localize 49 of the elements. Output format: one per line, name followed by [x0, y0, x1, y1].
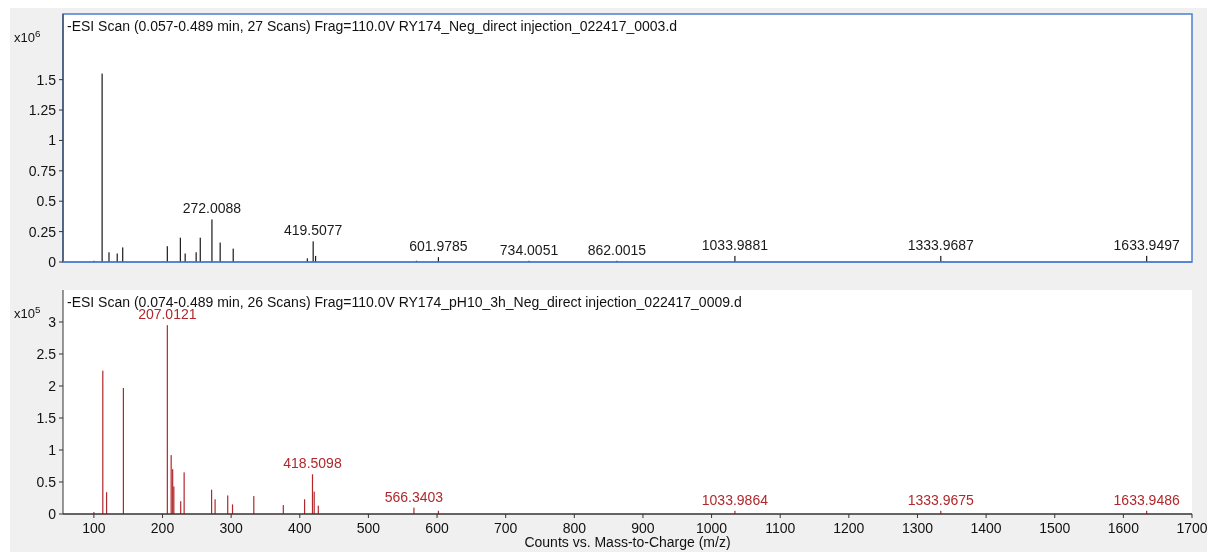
- x-tick-label: 1400: [970, 520, 1002, 536]
- x-tick-label: 1200: [833, 520, 865, 536]
- y-tick-label: 3: [48, 313, 57, 330]
- y-axis-title: x10$^{6}$: [14, 27, 41, 45]
- annotation: 1033.9881: [701, 236, 769, 253]
- y-tick-label: 0.75: [28, 162, 57, 179]
- y-tick-label: 1.5: [36, 71, 57, 88]
- annotation: 601.9785: [409, 238, 468, 255]
- x-tick-label: 600: [425, 520, 449, 536]
- x-tick-label: 400: [288, 520, 312, 536]
- y-axis-title: x10$^{5}$: [14, 303, 41, 321]
- x-tick-label: 200: [150, 520, 175, 536]
- y-tick-label: 0.25: [28, 223, 57, 240]
- y-tick-label: 1: [48, 441, 57, 458]
- annotation: 1633.9486: [1113, 491, 1180, 508]
- annotation: 1033.9864: [701, 491, 769, 508]
- annotation: 734.0051: [499, 241, 559, 258]
- y-tick-label: 2: [48, 377, 57, 394]
- x-tick-label: 1100: [765, 520, 796, 536]
- annotation: 1333.9687: [907, 236, 975, 253]
- annotation: 418.5098: [283, 455, 342, 472]
- annotation: 862.0015: [587, 241, 647, 258]
- chart-title: -ESI Scan (0.074-0.489 min, 26 Scans) Frag=110.0V RY174_pH10_3h_Neg_direct injection_022417_0009.d: [67, 294, 742, 310]
- y-tick-label: 0.5: [36, 193, 57, 210]
- annotation: 566.3403: [384, 488, 444, 505]
- x-tick-label: 1300: [901, 520, 934, 536]
- annotation: 272.0088: [182, 200, 242, 217]
- x-tick-label: 800: [562, 520, 587, 536]
- annotation: 1333.9675: [907, 491, 975, 508]
- annotation: 1633.9497: [1113, 236, 1180, 253]
- annotation: 419.5077: [283, 222, 343, 239]
- x-axis-title: Counts vs. Mass-to-Charge (m/z): [524, 534, 731, 550]
- y-tick-label: 1: [48, 132, 57, 149]
- x-tick-label: 900: [631, 520, 655, 536]
- y-tick-label: 0: [48, 253, 57, 270]
- x-tick-label: 100: [82, 520, 106, 536]
- x-tick-label: 300: [219, 520, 244, 536]
- y-tick-label: 2.5: [36, 345, 57, 362]
- y-tick-label: 0: [48, 505, 57, 522]
- y-tick-label: 0.5: [36, 473, 57, 490]
- chart-title: -ESI Scan (0.057-0.489 min, 27 Scans) Frag=110.0V RY174_Neg_direct injection_022417_0003.d: [67, 18, 678, 34]
- x-tick-label: 1600: [1107, 520, 1140, 536]
- x-tick-label: 1700: [1176, 520, 1208, 536]
- y-tick-label: 1.5: [36, 409, 57, 426]
- x-tick-label: 1000: [696, 520, 728, 536]
- x-tick-label: 500: [356, 520, 381, 536]
- x-tick-label: 1500: [1039, 520, 1071, 536]
- x-tick-label: 700: [494, 520, 518, 536]
- y-tick-label: 1.25: [28, 101, 57, 118]
